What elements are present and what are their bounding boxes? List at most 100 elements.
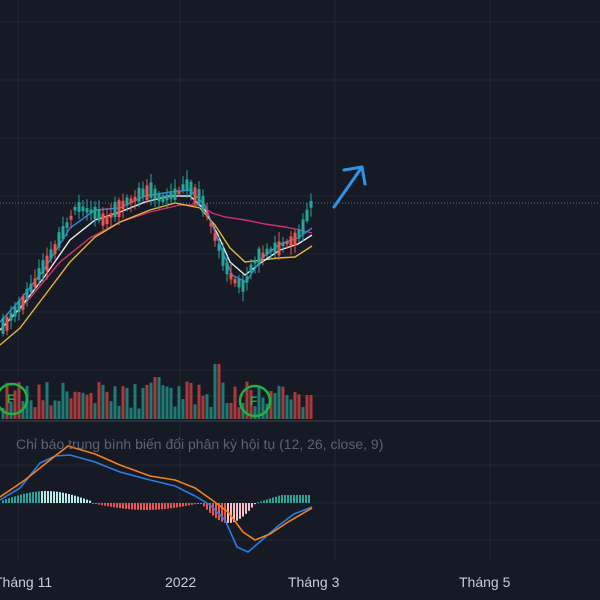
macd-histogram-bar <box>152 503 154 510</box>
volume-bar <box>69 398 73 419</box>
volume-bar <box>97 382 101 419</box>
macd-pane <box>0 445 600 553</box>
macd-histogram-bar <box>296 495 298 503</box>
macd-histogram-bar <box>65 493 67 503</box>
candle <box>145 179 149 204</box>
macd-histogram-bar <box>95 503 97 504</box>
candle <box>45 247 49 280</box>
macd-histogram-bar <box>305 495 307 503</box>
candle <box>281 236 285 253</box>
macd-histogram-bar <box>116 503 118 508</box>
ma-line-yellow <box>0 202 313 346</box>
macd-histogram-bar <box>20 494 22 503</box>
fmark-2[interactable]: F <box>238 384 272 418</box>
candle <box>169 183 173 203</box>
macd-histogram-bar <box>200 503 202 504</box>
macd-histogram-bar <box>71 494 73 503</box>
fmark-1[interactable]: F <box>0 382 29 416</box>
candle <box>105 207 109 229</box>
candle <box>57 226 61 251</box>
x-tick-label: Tháng 11 <box>0 574 52 590</box>
volume-bar <box>101 384 105 419</box>
candle <box>141 181 145 202</box>
fmark-label: F <box>7 392 14 406</box>
volume-bar <box>157 377 161 419</box>
candle <box>65 217 69 237</box>
candle <box>261 245 265 266</box>
volume-bar <box>93 403 97 419</box>
candle <box>41 253 45 282</box>
candle <box>73 204 77 215</box>
macd-histogram-bar <box>62 492 64 503</box>
candle <box>181 176 185 194</box>
macd-histogram-bar <box>98 503 100 505</box>
up-arrow-icon <box>332 165 367 209</box>
candle <box>209 219 213 234</box>
x-axis: Tháng 11 2022 Tháng 3 Tháng 5 <box>0 574 511 590</box>
macd-histogram-bar <box>266 499 268 503</box>
macd-histogram-bar <box>290 495 292 503</box>
volume-bar <box>297 394 301 419</box>
candle <box>37 259 41 286</box>
macd-histogram-bar <box>50 491 52 503</box>
macd-histogram-bar <box>206 503 208 510</box>
macd-histogram-bar <box>167 503 169 509</box>
volume-bar <box>37 384 41 419</box>
macd-histogram-bar <box>248 503 250 511</box>
candle <box>29 274 33 295</box>
macd-histogram-bar <box>11 497 13 503</box>
macd-histogram-bar <box>119 503 121 509</box>
macd-histogram-bar <box>161 503 163 510</box>
macd-histogram-bar <box>8 498 10 503</box>
candle <box>297 224 301 243</box>
candle <box>89 200 93 221</box>
fmark-circle <box>0 382 29 416</box>
macd-histogram-bar <box>284 495 286 503</box>
volume-bar <box>29 400 33 419</box>
candle <box>205 202 209 221</box>
candle <box>25 281 29 307</box>
volume-bar <box>253 406 257 419</box>
macd-histogram-bar <box>113 503 115 508</box>
volume-bar <box>149 382 153 419</box>
macd-histogram-bar <box>26 493 28 503</box>
macd-histogram-bar <box>239 503 241 519</box>
candle <box>229 263 233 285</box>
volume-bar <box>221 382 225 419</box>
macd-histogram-bar <box>224 503 226 523</box>
volume-bar <box>245 381 249 419</box>
volume-bar <box>189 383 193 419</box>
candle <box>289 231 293 255</box>
macd-histogram-bar <box>143 503 145 510</box>
volume-bar <box>201 395 205 419</box>
candle <box>225 256 229 282</box>
macd-histogram-bar <box>278 495 280 503</box>
macd-histogram-bar <box>299 495 301 503</box>
candle <box>161 192 165 205</box>
x-tick-label: Tháng 3 <box>288 574 340 590</box>
volume-bar <box>145 384 149 419</box>
candle <box>1 313 5 337</box>
macd-legend: Chỉ báo trung bình biến đổi phân kỳ hội … <box>16 436 383 452</box>
candle <box>49 241 53 264</box>
volume-bar <box>277 385 281 419</box>
volume-bar <box>173 406 177 419</box>
volume-bar <box>225 403 229 419</box>
macd-histogram-bar <box>212 503 214 516</box>
candle <box>133 190 137 210</box>
volume-bar <box>153 377 157 419</box>
candle <box>277 231 281 260</box>
macd-histogram-bar <box>38 491 40 503</box>
macd-histogram-bar <box>164 503 166 509</box>
candle <box>265 243 269 259</box>
candle <box>253 256 257 274</box>
candle <box>69 210 73 229</box>
macd-histogram-bar <box>56 491 58 503</box>
candle <box>241 273 245 302</box>
volume-bar <box>73 391 77 419</box>
macd-histogram-bar <box>242 503 244 517</box>
candle <box>213 226 217 247</box>
candle <box>77 194 81 220</box>
candle <box>21 293 25 315</box>
